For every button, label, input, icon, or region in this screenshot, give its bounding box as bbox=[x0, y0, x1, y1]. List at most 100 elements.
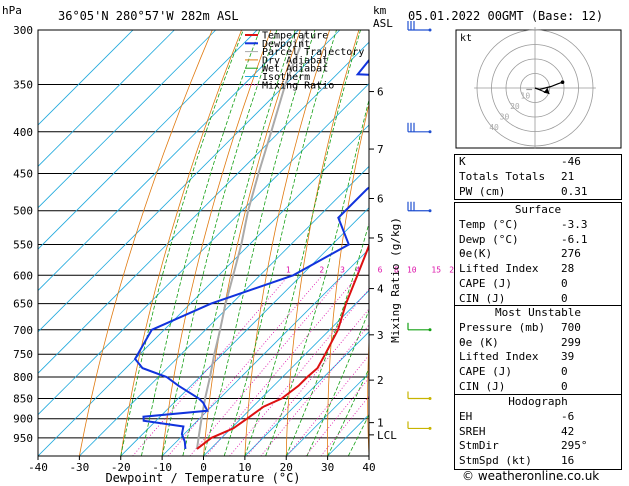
pressure-tick-label: 600 bbox=[13, 269, 33, 282]
index-row-totals: Totals Totals 21 bbox=[459, 169, 575, 183]
wind-barbs bbox=[407, 21, 432, 430]
km-tick-label: 5 bbox=[377, 232, 384, 245]
pressure-tick-label: 450 bbox=[13, 167, 33, 180]
dry-adiabat-line bbox=[407, 30, 447, 456]
isotherm-line bbox=[79, 165, 369, 456]
mixing-ratio-tick-label: 6 bbox=[378, 265, 383, 274]
mixing-ratio-line bbox=[167, 274, 323, 456]
dry-adiabat-line bbox=[203, 30, 301, 456]
mixing-ratio-line bbox=[246, 308, 369, 456]
isotherm-line bbox=[38, 124, 369, 456]
x-tick-label: 0 bbox=[200, 461, 207, 474]
surface-row: θe(K) 276 bbox=[459, 247, 581, 261]
grid-layer bbox=[38, 30, 447, 456]
hodo-row: SREH 42 bbox=[459, 424, 575, 438]
pressure-tick-label: 650 bbox=[13, 298, 33, 311]
mixing-ratio-tick-label: 8 bbox=[394, 265, 399, 274]
km-tick-label: 6 bbox=[377, 193, 384, 206]
x-tick-label: 30 bbox=[321, 461, 334, 474]
storm-motion-arrow bbox=[543, 87, 550, 94]
surface-row: Lifted Index 28 bbox=[459, 262, 575, 276]
isotherm-line bbox=[38, 30, 217, 209]
legend-entry: Wet Adiabat bbox=[262, 64, 328, 75]
mu-row: CIN (J) 0 bbox=[459, 379, 568, 393]
isotherm-line bbox=[38, 30, 134, 126]
dry-adiabat-line bbox=[285, 30, 360, 456]
mixing-ratio-axis-label: Mixing Ratio (g/kg) bbox=[389, 217, 402, 343]
hodo-row: EH -6 bbox=[459, 409, 575, 423]
surface-row: CAPE (J) 0 bbox=[459, 276, 568, 290]
isotherm-line bbox=[38, 30, 258, 250]
hodo-row: StmDir 295° bbox=[459, 439, 588, 453]
wet-adiabat-line bbox=[285, 221, 369, 456]
wet-adiabat-line bbox=[120, 30, 244, 456]
isotherm-line bbox=[161, 248, 369, 456]
pressure-tick-label: 300 bbox=[13, 24, 33, 37]
isotherm-line bbox=[38, 30, 175, 167]
surface-panel: Surface Temp (°C) -3.3 Dewp (°C) -6.1 θe(K… bbox=[454, 202, 622, 308]
pressure-tick-label: 950 bbox=[13, 432, 33, 445]
dry-adiabat-line bbox=[244, 30, 330, 456]
wet-adiabat-line bbox=[161, 30, 278, 456]
hodo-row: StmSpd (kt) 16 bbox=[459, 454, 575, 468]
pressure-tick-label: 350 bbox=[13, 79, 33, 92]
km-label: km bbox=[373, 4, 387, 17]
date-header: 05.01.2022 00GMT (Base: 12) bbox=[408, 9, 603, 23]
km-tick-label: 7 bbox=[377, 143, 384, 156]
mixing-ratio-line bbox=[260, 324, 369, 456]
mixing-ratio-tick-label: 10 bbox=[407, 265, 417, 274]
mu-row: θe (K) 299 bbox=[459, 335, 581, 349]
wind-barb-base bbox=[428, 396, 432, 400]
km-tick-label: 1 bbox=[377, 417, 384, 430]
mixing-ratio-line bbox=[189, 274, 344, 456]
isotherm-line bbox=[38, 30, 341, 333]
mu-row: CAPE (J) 0 bbox=[459, 365, 568, 379]
x-tick-label: -20 bbox=[111, 461, 131, 474]
plot-frame bbox=[37, 29, 370, 457]
dry-adiabat-line bbox=[120, 30, 242, 456]
surface-row: Temp (°C) -3.3 bbox=[459, 217, 588, 231]
dry-adiabat-line bbox=[161, 30, 272, 456]
x-tick-label: 20 bbox=[280, 461, 293, 474]
x-tick-label: -40 bbox=[28, 461, 48, 474]
isotherm-line bbox=[203, 289, 369, 456]
surface-row: CIN (J) 0 bbox=[459, 291, 568, 305]
hodograph-params-title: Hodograph bbox=[508, 395, 568, 408]
pressure-tick-label: 550 bbox=[13, 238, 33, 251]
dry-adiabat-line bbox=[327, 102, 369, 456]
km-tick-label: 6 bbox=[377, 86, 384, 99]
mu-row: Lifted Index 39 bbox=[459, 350, 575, 364]
index-row-k: K -46 bbox=[459, 155, 581, 168]
legend-entry: Temperature bbox=[262, 31, 328, 42]
mixing-ratio-line bbox=[132, 274, 290, 456]
wind-barb-base bbox=[428, 28, 432, 32]
wet-adiabat-line bbox=[203, 30, 316, 456]
legend-entry: Isotherm bbox=[262, 72, 310, 83]
wet-adiabat-line bbox=[182, 30, 296, 456]
axes-layer: 3003504004505005506006507007508008509009… bbox=[13, 24, 473, 474]
x-tick-label: 10 bbox=[238, 461, 251, 474]
pressure-tick-label: 800 bbox=[13, 371, 33, 384]
copyright: © weatheronline.co.uk bbox=[462, 469, 600, 483]
km-tick-label: LCL bbox=[377, 429, 397, 442]
mixing-ratio-tick-label: 2 bbox=[319, 265, 324, 274]
wet-adiabat-line bbox=[223, 30, 337, 456]
legend-entry: Dry Adiabat bbox=[262, 55, 328, 66]
isotherm-line bbox=[244, 331, 369, 456]
temperature-line bbox=[196, 242, 369, 450]
mixing-ratio-tick-label: 15 bbox=[431, 265, 441, 274]
y-axis-label: hPa bbox=[2, 4, 22, 17]
pressure-tick-label: 750 bbox=[13, 348, 33, 361]
pressure-tick-label: 500 bbox=[13, 205, 33, 218]
surface-title: Surface bbox=[514, 203, 562, 216]
index-row-pw: PW (cm) 0.31 bbox=[459, 184, 588, 198]
indices-panel: K -46 Totals Totals 21 PW (cm) 0.31 bbox=[454, 154, 622, 201]
legend-entry: Dewpoint bbox=[262, 39, 310, 50]
hodograph-unit-label: kt bbox=[460, 33, 472, 44]
km-tick-label: 3 bbox=[377, 329, 384, 342]
legend-entry: Mixing Ratio bbox=[262, 80, 334, 91]
hodograph-ring-label: 10 bbox=[521, 91, 531, 100]
km-tick-label: 4 bbox=[377, 283, 384, 296]
hodograph-ring-label: 20 bbox=[510, 102, 520, 111]
